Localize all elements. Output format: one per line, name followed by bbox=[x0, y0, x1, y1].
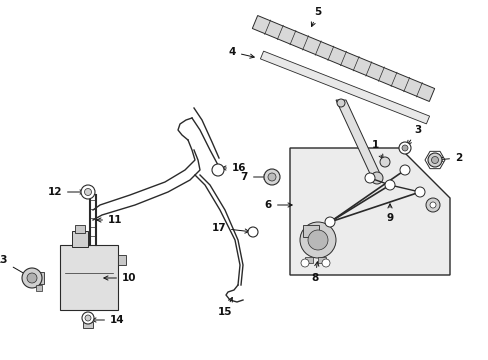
Text: 17: 17 bbox=[211, 223, 249, 233]
Circle shape bbox=[399, 165, 409, 175]
Text: 12: 12 bbox=[47, 187, 84, 197]
Bar bbox=[72, 231, 88, 247]
Bar bbox=[36, 285, 42, 291]
Text: 3: 3 bbox=[407, 125, 421, 145]
Circle shape bbox=[429, 202, 435, 208]
Text: 10: 10 bbox=[103, 273, 136, 283]
Circle shape bbox=[336, 99, 345, 107]
Text: 15: 15 bbox=[217, 297, 232, 317]
Polygon shape bbox=[289, 148, 449, 275]
Text: 8: 8 bbox=[311, 262, 318, 283]
Circle shape bbox=[307, 230, 327, 250]
Circle shape bbox=[299, 222, 335, 258]
Circle shape bbox=[247, 227, 258, 237]
Text: 13: 13 bbox=[0, 255, 29, 276]
Circle shape bbox=[84, 189, 91, 195]
Circle shape bbox=[414, 187, 424, 197]
Circle shape bbox=[267, 173, 275, 181]
Text: 4: 4 bbox=[228, 47, 254, 58]
Circle shape bbox=[427, 153, 441, 167]
Circle shape bbox=[212, 164, 224, 176]
Circle shape bbox=[364, 173, 374, 183]
Circle shape bbox=[379, 157, 389, 167]
Circle shape bbox=[321, 259, 329, 267]
Polygon shape bbox=[335, 100, 381, 178]
Circle shape bbox=[325, 217, 334, 227]
Text: 7: 7 bbox=[240, 172, 267, 182]
Circle shape bbox=[370, 172, 382, 184]
Circle shape bbox=[81, 185, 95, 199]
Text: 1: 1 bbox=[370, 140, 382, 159]
Polygon shape bbox=[260, 51, 429, 124]
Bar bbox=[317, 257, 325, 263]
Bar bbox=[303, 225, 318, 237]
Bar bbox=[83, 322, 93, 328]
Text: 2: 2 bbox=[438, 153, 461, 163]
Circle shape bbox=[264, 169, 280, 185]
Circle shape bbox=[401, 145, 407, 151]
Bar bbox=[118, 255, 126, 265]
Circle shape bbox=[301, 259, 308, 267]
Circle shape bbox=[82, 312, 94, 324]
Bar bbox=[60, 245, 118, 310]
Circle shape bbox=[27, 273, 37, 283]
Circle shape bbox=[430, 157, 438, 163]
Circle shape bbox=[384, 180, 394, 190]
Bar bbox=[75, 225, 85, 233]
Circle shape bbox=[425, 198, 439, 212]
Circle shape bbox=[85, 315, 91, 321]
Polygon shape bbox=[252, 15, 434, 102]
Text: 5: 5 bbox=[311, 7, 321, 27]
Text: 6: 6 bbox=[264, 200, 291, 210]
Circle shape bbox=[22, 268, 42, 288]
Text: 16: 16 bbox=[222, 163, 246, 173]
Circle shape bbox=[398, 142, 410, 154]
Text: 9: 9 bbox=[386, 204, 393, 223]
Bar bbox=[305, 257, 312, 263]
Text: 11: 11 bbox=[97, 215, 122, 225]
Bar bbox=[36, 272, 44, 284]
Text: 14: 14 bbox=[92, 315, 124, 325]
